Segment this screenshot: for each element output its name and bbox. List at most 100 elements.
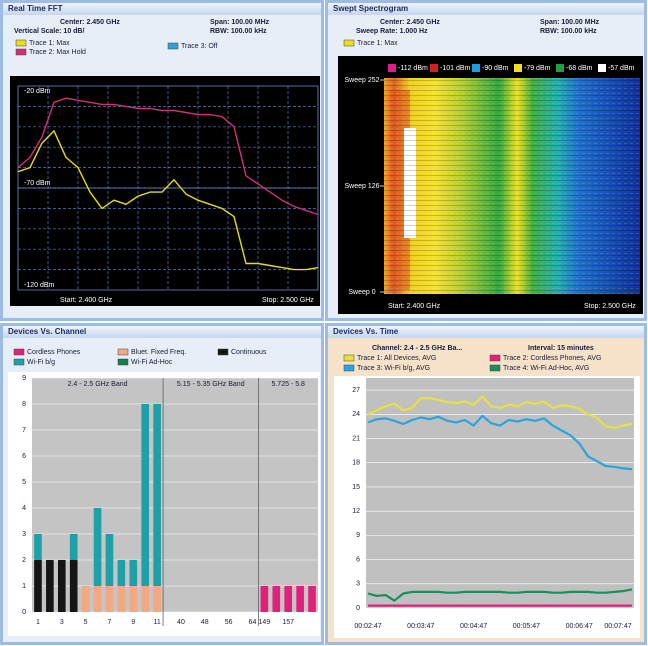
legend-label: Trace 3: Wi-Fi b/g, AVG: [357, 365, 430, 372]
y-tick-label: 6: [22, 453, 26, 460]
bar-segment: [272, 586, 281, 612]
y-tick-label: Sweep 126: [344, 183, 379, 190]
info-rbw: RBW: 100.00 kHz: [540, 28, 597, 35]
bar-segment: [105, 534, 114, 586]
y-tick-label: 9: [356, 532, 360, 539]
legend-swatch: [15, 39, 27, 47]
y-tick-label: 12: [352, 508, 360, 515]
legend-label: Continuous: [231, 349, 267, 356]
scale-label: -112 dBm: [398, 65, 428, 72]
legend-label: Trace 2: Cordless Phones, AVG: [503, 355, 601, 362]
scale-label: -90 dBm: [482, 65, 509, 72]
x-stop-label: Stop: 2.500 GHz: [584, 303, 636, 310]
y-tick-label: -120 dBm: [24, 282, 55, 289]
info-center: Center: 2.450 GHz: [60, 19, 120, 26]
bar-segment: [57, 560, 66, 612]
y-tick-label: 4: [22, 505, 26, 512]
x-tick-label: 00:05:47: [513, 623, 540, 630]
scale-swatch: [598, 64, 606, 72]
x-tick-label: 11: [153, 619, 160, 626]
channel-plot-bg: [32, 378, 318, 612]
bar-segment: [129, 586, 138, 612]
bar-segment: [153, 404, 161, 586]
legend-label: Trace 4: Wi-Fi Ad-Hoc, AVG: [503, 365, 589, 372]
x-tick-label: 00:04:47: [460, 623, 487, 630]
y-tick-label: 8: [22, 401, 26, 408]
bar-segment: [34, 560, 42, 612]
x-tick-label: 56: [225, 619, 233, 626]
scale-label: -79 dBm: [524, 65, 551, 72]
y-tick-label: 18: [352, 460, 360, 467]
panel-header: [3, 3, 321, 15]
x-tick-label: 3: [60, 619, 64, 626]
legend-label: Cordless Phones: [27, 349, 81, 356]
info-span: Span: 100.00 MHz: [540, 19, 600, 26]
trace-line: [17, 130, 319, 271]
scale-swatch: [388, 64, 396, 72]
panel-title: Swept Spectrogram: [333, 4, 408, 13]
legend-label: Trace 1: All Devices, AVG: [357, 355, 436, 362]
legend-swatch: [117, 358, 129, 366]
scale-swatch: [472, 64, 480, 72]
bar-segment: [69, 534, 78, 560]
bar-segment: [105, 586, 114, 612]
legend-swatch: [167, 42, 179, 50]
x-tick-label: 64: [249, 619, 257, 626]
scale-label: -68 dBm: [566, 65, 593, 72]
bar-segment: [46, 560, 54, 612]
y-tick-label: Sweep 0: [348, 289, 375, 296]
y-tick-label: 21: [352, 435, 360, 442]
band-label: 2.4 - 2.5 GHz Band: [68, 381, 128, 388]
bar-segment: [93, 508, 102, 586]
y-tick-label: 9: [22, 375, 26, 382]
trace-line: [367, 395, 633, 430]
bar-segment: [81, 586, 90, 612]
x-tick-label: 7: [108, 619, 112, 626]
scale-swatch: [430, 64, 438, 72]
y-tick-label: 6: [356, 556, 360, 563]
time-plot-bg: [366, 378, 634, 608]
bar-segment: [117, 560, 126, 586]
bar-segment: [260, 586, 269, 612]
bar-segment: [308, 586, 316, 612]
y-tick-label: 24: [352, 411, 360, 418]
legend-swatch: [217, 348, 229, 356]
x-tick-label: 157: [282, 619, 294, 626]
legend-swatch: [343, 364, 355, 372]
y-tick-label: 5: [22, 479, 26, 486]
panel-title: Devices Vs. Time: [333, 327, 399, 336]
legend-swatch: [343, 39, 355, 47]
y-tick-label: -20 dBm: [24, 88, 51, 95]
bar-segment: [153, 586, 161, 612]
legend-swatch: [489, 354, 501, 362]
legend-label: Wi-Fi b/g: [27, 359, 55, 366]
y-tick-label: 7: [22, 427, 26, 434]
info-sweep-rate: Sweep Rate: 1.000 Hz: [356, 28, 428, 35]
legend-label: Trace 3: Off: [181, 43, 218, 50]
y-tick-label: 2: [22, 557, 26, 564]
y-tick-label: 3: [22, 531, 26, 538]
scale-label: -101 dBm: [440, 65, 471, 72]
panel-header: [328, 326, 644, 338]
x-tick-label: 48: [201, 619, 209, 626]
x-tick-label: 5: [84, 619, 88, 626]
bar-segment: [93, 586, 102, 612]
bar-segment: [141, 586, 150, 612]
x-tick-label: 1: [36, 619, 40, 626]
trace-line: [17, 97, 319, 216]
legend-label: Bluet. Fixed Freq.: [131, 349, 186, 356]
y-tick-label: 0: [22, 609, 26, 616]
bar-segment: [117, 586, 126, 612]
x-start-label: Start: 2.400 GHz: [388, 303, 441, 310]
scale-label: -57 dBm: [608, 65, 635, 72]
bar-segment: [129, 560, 138, 586]
x-tick-label: 40: [177, 619, 185, 626]
legend-label: Trace 1: Max: [357, 40, 398, 47]
band-label: 5.15 - 5.35 GHz Band: [177, 381, 245, 388]
x-tick-label: 00:03:47: [407, 623, 434, 630]
scale-swatch: [556, 64, 564, 72]
y-tick-label: 1: [22, 583, 26, 590]
legend-swatch: [117, 348, 129, 356]
